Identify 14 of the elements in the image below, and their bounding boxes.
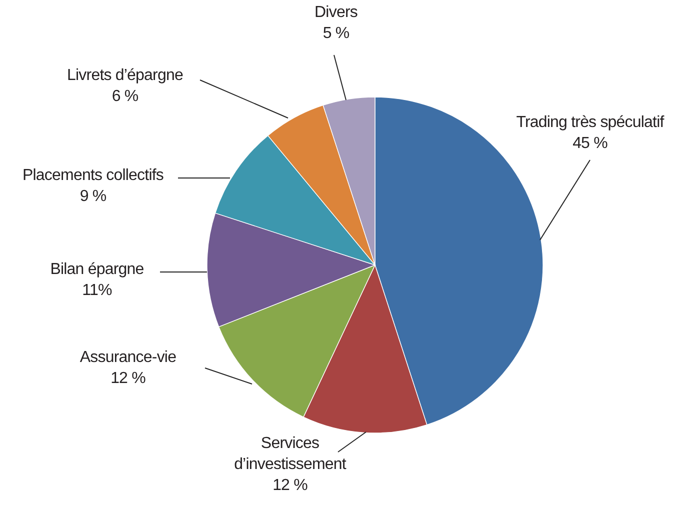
slice-label: Divers <box>314 4 358 21</box>
data-label: 6 % <box>112 88 138 105</box>
slice-label: Services d’investissement <box>234 435 347 473</box>
data-label: 5 % <box>322 25 350 42</box>
slice-label: Trading très spéculatif <box>516 114 665 131</box>
data-label: 45 % <box>572 135 608 152</box>
slice-label: Assurance-vie <box>80 349 177 366</box>
slice-label: Bilan épargne <box>50 261 144 278</box>
slice-label: Placements collectifs <box>22 167 164 184</box>
data-label: 12 % <box>272 477 308 494</box>
data-label: 12 % <box>110 370 146 387</box>
data-label: 11% <box>82 282 112 299</box>
data-label: 9 % <box>80 188 106 205</box>
slice-label: Livrets d’épargne <box>67 67 184 84</box>
